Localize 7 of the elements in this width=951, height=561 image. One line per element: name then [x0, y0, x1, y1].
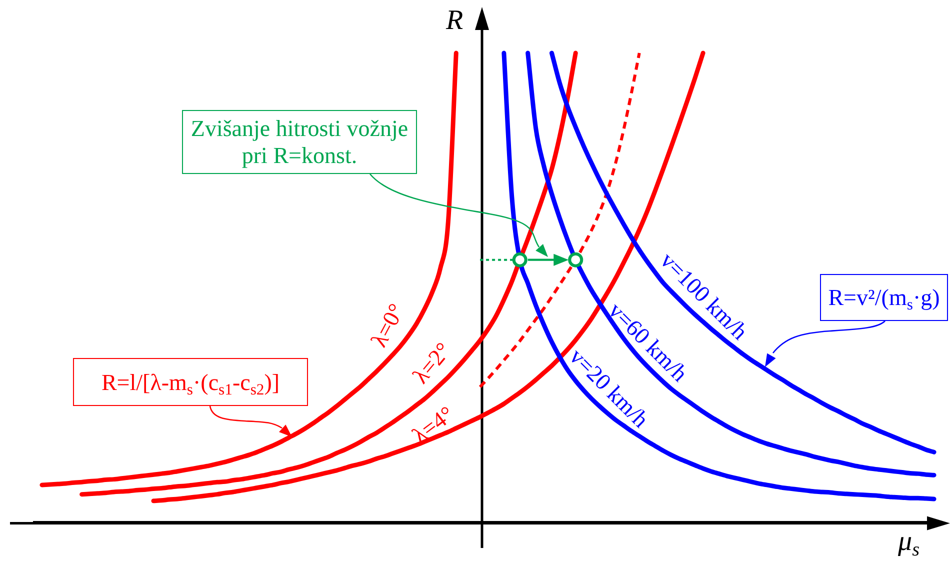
x-axis-title: μ$_{s}$ — [898, 526, 920, 561]
text: λ=4° — [408, 401, 459, 448]
text: λ=0° — [366, 300, 410, 351]
annotation: R=v²/(m$_{s}$·g) — [828, 284, 940, 314]
y-axis-title: R — [446, 5, 464, 36]
annotation: Zvišanje hitrosti vožnje pri R=konst. — [190, 115, 408, 169]
annotation: R=l/[λ-m$_{s}$·(c$_{s1}$-c$_{s2}$)] — [101, 368, 280, 398]
